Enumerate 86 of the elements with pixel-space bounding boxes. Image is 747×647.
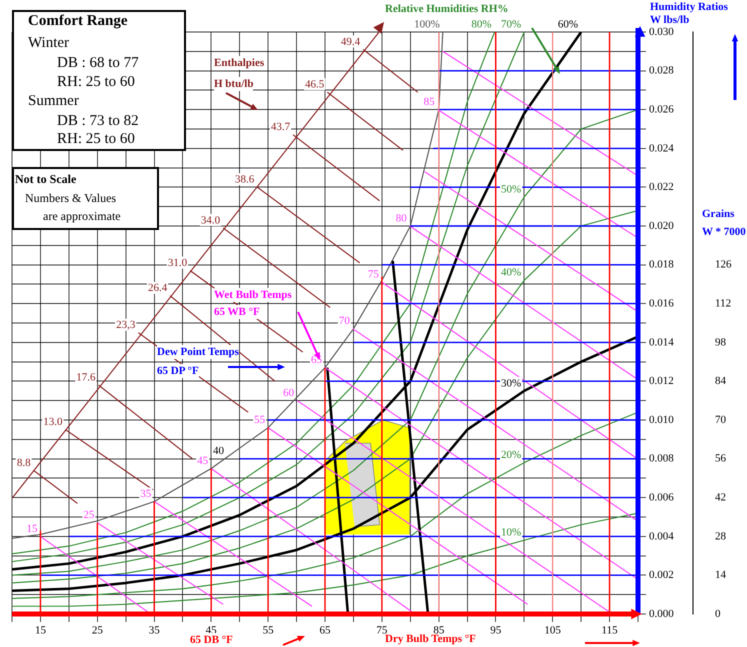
y2-tick-label: 14: [715, 569, 726, 582]
series-label: 100%: [414, 18, 440, 30]
y-tick-label: 0.000: [649, 608, 674, 620]
y2-tick-label: 98: [715, 336, 726, 348]
series-label: 46.5: [305, 78, 325, 91]
series-label: 35: [140, 488, 152, 500]
text: Comfort Range: [28, 12, 128, 30]
series-label: 80%: [471, 18, 492, 30]
y2-tick-label: 84: [715, 375, 726, 388]
y-tick-label: 0.020: [649, 220, 674, 232]
annotation: Enthalpies: [214, 56, 264, 70]
series-label: 31.0: [168, 257, 188, 270]
annotation: Summer: [28, 92, 79, 110]
text: 65 DB °F: [190, 633, 233, 647]
y-tick-label: 0.026: [649, 103, 674, 116]
series-label: 75: [368, 268, 380, 281]
series-label: 30%: [501, 377, 522, 390]
series-label: 60%: [558, 18, 578, 30]
y-axis-title: Humidity Ratios W lbs/lb: [650, 1, 729, 27]
x-tick-label: 105: [544, 624, 562, 636]
y2-tick-label: 112: [715, 297, 732, 310]
annotation: Numbers & Values: [25, 191, 116, 206]
y-tick-label: 0.018: [649, 258, 674, 271]
x-tick-label: 65: [320, 624, 331, 636]
y-tick-label: 0.004: [649, 530, 674, 542]
annotation: DB : 68 to 77: [57, 54, 139, 72]
series-label: 85: [424, 96, 436, 108]
annotation: Not to Scale: [15, 172, 76, 187]
x-tick-label: 55: [262, 624, 274, 636]
x-tick-label: 95: [490, 624, 502, 636]
y-tick-label: 0.002: [649, 569, 674, 582]
annotation: Wet Bulb Temps: [214, 288, 292, 302]
annotation: 65 WB °F: [214, 305, 260, 319]
y2-tick-label: 0: [715, 608, 721, 620]
annotation: Winter: [28, 34, 70, 52]
series-label: 49.4: [340, 36, 361, 48]
annotation: RH: 25 to 60: [57, 73, 135, 91]
y-tick-label: 0.010: [649, 414, 674, 426]
y-tick-label: 0.014: [649, 336, 674, 348]
series-label: 70%: [501, 18, 522, 30]
y-tick-label: 0.008: [649, 452, 674, 465]
y2-tick-label: 70: [715, 414, 726, 426]
y2-tick-label: 28: [715, 530, 726, 542]
x-tick-label: 35: [148, 624, 160, 636]
series-label: 80: [396, 212, 408, 224]
annotation: RH: 25 to 60: [57, 130, 135, 148]
series-label: 34.0: [200, 214, 221, 226]
series-label: 25: [83, 509, 95, 522]
y-tick-label: 0.022: [649, 181, 674, 194]
y-tick-label: 0.006: [649, 491, 674, 504]
y2-tick-label: 56: [715, 452, 726, 465]
series-label: 55: [254, 414, 266, 426]
y2-axis-title: Grains W * 7000: [702, 207, 746, 240]
series-label: 43.7: [270, 121, 291, 134]
text: Relative Humidities RH%: [385, 2, 508, 16]
y-tick-label: 0.016: [649, 297, 674, 310]
annotation: DB : 73 to 82: [57, 112, 139, 130]
annotation: Dew Point Temps: [157, 345, 239, 359]
series-label: 17.6: [76, 371, 96, 384]
x-tick-label: 115: [602, 624, 618, 636]
annotation: 65 DP °F: [157, 364, 199, 378]
series-label: 60: [283, 386, 295, 399]
series-label: 45: [197, 454, 209, 467]
series-label: 13.0: [43, 416, 63, 428]
series-label: 8.8: [16, 456, 32, 469]
y-tick-label: 0.030: [649, 26, 674, 38]
series-label: 20%: [501, 449, 522, 462]
series-label: 40%: [501, 266, 522, 279]
series-label: 38.6: [235, 174, 255, 186]
series-label: 70: [338, 315, 350, 328]
annotation: are approximate: [43, 209, 121, 224]
x-axis-title: Dry Bulb Temps °F: [385, 633, 476, 646]
y2-tick-label: 126: [715, 258, 732, 271]
y-tick-label: 0.024: [649, 142, 674, 154]
y-tick-label: 0.028: [649, 64, 674, 77]
series-label: 15: [26, 522, 38, 535]
x-tick-label: 15: [34, 624, 46, 636]
series-label: 50%: [501, 183, 522, 196]
y-tick-label: 0.012: [649, 375, 674, 388]
series-label: 10%: [501, 526, 522, 539]
annotation: H btu/lb: [214, 77, 254, 91]
annotation: 40: [213, 444, 224, 458]
y2-tick-label: 42: [715, 491, 726, 504]
x-tick-label: 25: [92, 624, 104, 636]
series-label: 23,3: [116, 319, 136, 332]
series-label: 26.4: [148, 282, 168, 294]
